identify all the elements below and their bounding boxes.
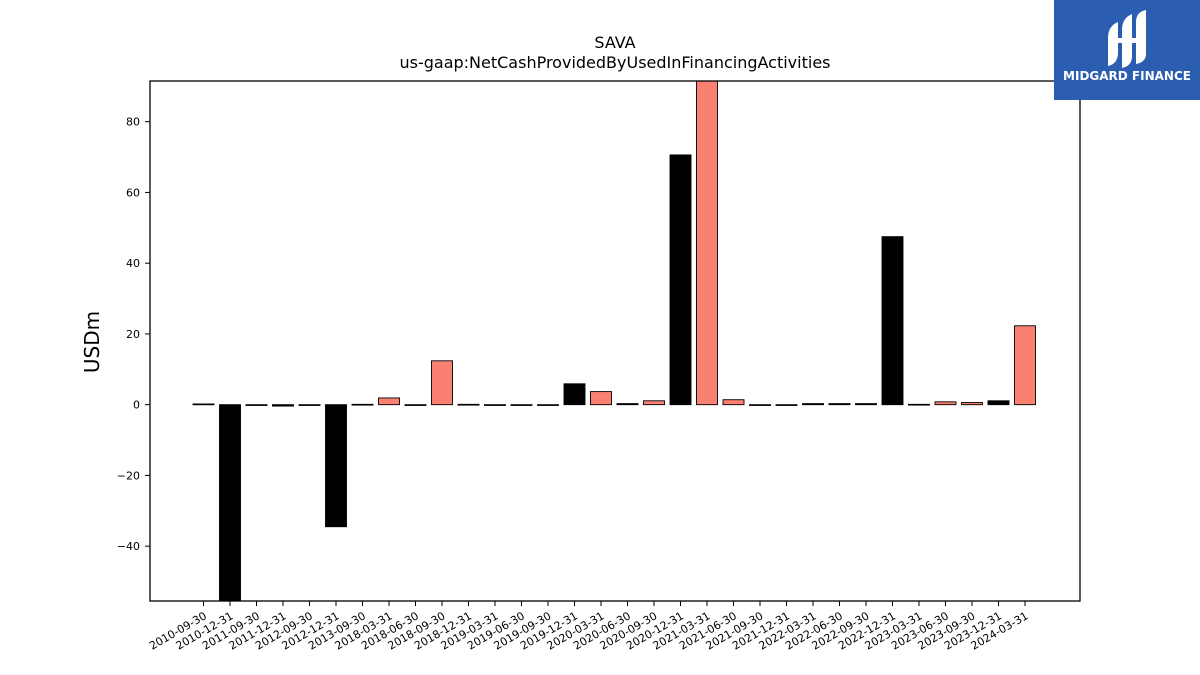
x-axis: 2010-09-302010-12-312011-09-302011-12-31… [147,601,1031,653]
chart-title: SAVA [594,33,636,52]
bar-2012-09-30 [298,404,321,406]
bar-2018-09-30 [431,360,453,406]
bar-2020-09-30 [643,400,665,406]
bar-2012-12-31 [325,404,347,528]
bar-2023-06-30 [934,401,957,406]
bar-2020-03-31 [590,391,612,406]
y-tick-label: 60 [126,186,140,199]
bar-2010-09-30 [192,403,215,406]
plot-frame [149,80,1081,602]
bars-group [192,81,1036,601]
y-axis-label: USDm [80,310,104,374]
bar-2011-12-31 [272,404,294,407]
y-tick-label: −40 [117,540,140,553]
y-tick-label: 80 [126,116,140,129]
bar-2024-03-31 [1014,325,1036,406]
bar-2013-09-30 [351,403,374,406]
bar-2020-12-31 [669,154,692,406]
bar-2021-06-30 [722,399,745,406]
bar-2022-12-31 [881,236,904,406]
y-axis: −40 −20 0 20 40 60 80 [117,116,150,553]
bar-2021-03-31 [696,81,718,406]
bar-2019-03-31 [484,404,506,406]
y-tick-label: 20 [126,328,140,341]
midgard-finance-logo: MIDGARD FINANCE [1054,0,1200,100]
y-tick-label: 0 [133,399,140,412]
bar-2019-09-30 [537,404,559,406]
bar-2020-06-30 [616,403,639,406]
bar-2021-12-31 [775,404,798,406]
bar-2019-06-30 [510,404,533,406]
bar-2023-09-30 [961,402,983,406]
bar-2022-03-31 [802,403,824,406]
logo-text: MIDGARD FINANCE [1063,69,1191,83]
y-tick-label: 40 [126,257,140,270]
bar-2010-12-31 [219,404,241,601]
bar-2023-03-31 [908,403,930,406]
bar-2019-12-31 [563,383,586,406]
y-tick-label: −20 [117,469,140,482]
bar-2018-03-31 [378,397,400,406]
chart-subtitle: us-gaap:NetCashProvidedByUsedInFinancing… [399,53,831,72]
bar-2023-12-31 [987,400,1010,406]
bar-2011-09-30 [245,404,268,406]
bar-2022-06-30 [828,403,851,406]
bar-2018-06-30 [404,404,427,406]
bar-2021-09-30 [749,404,771,406]
bar-2018-12-31 [457,403,480,406]
bar-2022-09-30 [855,403,877,406]
logo-mark-icon [1108,10,1146,68]
